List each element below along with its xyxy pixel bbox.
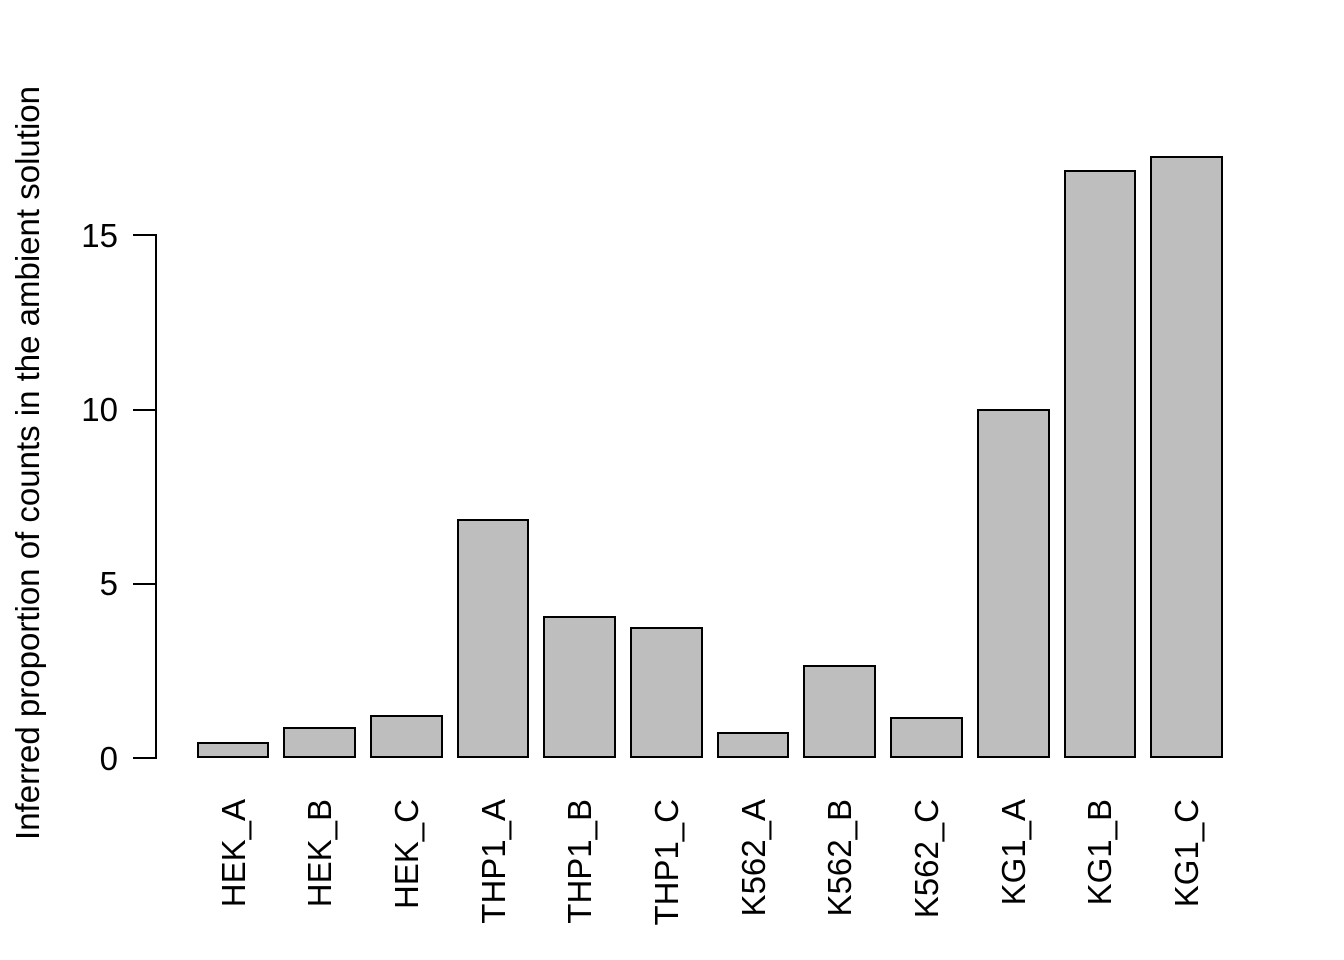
y-axis-tick-label: 10 [81,391,118,429]
y-axis-tick-label: 5 [99,565,118,603]
bar-KG1_C [1150,156,1223,758]
y-axis-tick [133,234,157,237]
y-axis-tick [133,582,157,585]
bar-HEK_C [370,714,443,758]
x-axis-label-K562_B: K562_B [821,799,859,917]
bar-HEK_B [283,726,357,758]
x-axis-label-HEK_A: HEK_A [214,799,252,908]
x-axis-label-THP1_A: THP1_A [474,799,512,924]
bar-KG1_A [976,408,1050,758]
x-axis-label-KG1_B: KG1_B [1081,799,1119,906]
bar-THP1_C [630,627,703,758]
x-axis-label-K562_A: K562_A [734,799,772,917]
bar-THP1_B [543,616,617,758]
y-axis-tick [133,757,157,759]
bar-KG1_B [1063,170,1137,758]
y-axis-title-text: Inferred proportion of counts in the amb… [9,86,46,840]
y-axis-tick [133,408,157,411]
x-axis-label-HEK_B: HEK_B [301,799,339,908]
bar-THP1_A [456,519,530,758]
bar-K562_C [890,717,963,758]
x-axis-label-THP1_C: THP1_C [647,799,685,926]
y-axis-tick-label: 15 [81,216,118,254]
x-axis-label-THP1_B: THP1_B [561,799,599,924]
x-axis-label-HEK_C: HEK_C [387,799,425,910]
bar-HEK_A [196,742,270,758]
bar-K562_A [716,732,790,758]
x-axis-label-KG1_A: KG1_A [994,799,1032,906]
x-axis-label-K562_C: K562_C [907,799,945,919]
y-axis-tick-label: 0 [99,739,118,777]
y-axis-line [155,234,157,759]
x-axis-label-KG1_C: KG1_C [1168,799,1206,908]
bar-K562_B [803,664,877,758]
